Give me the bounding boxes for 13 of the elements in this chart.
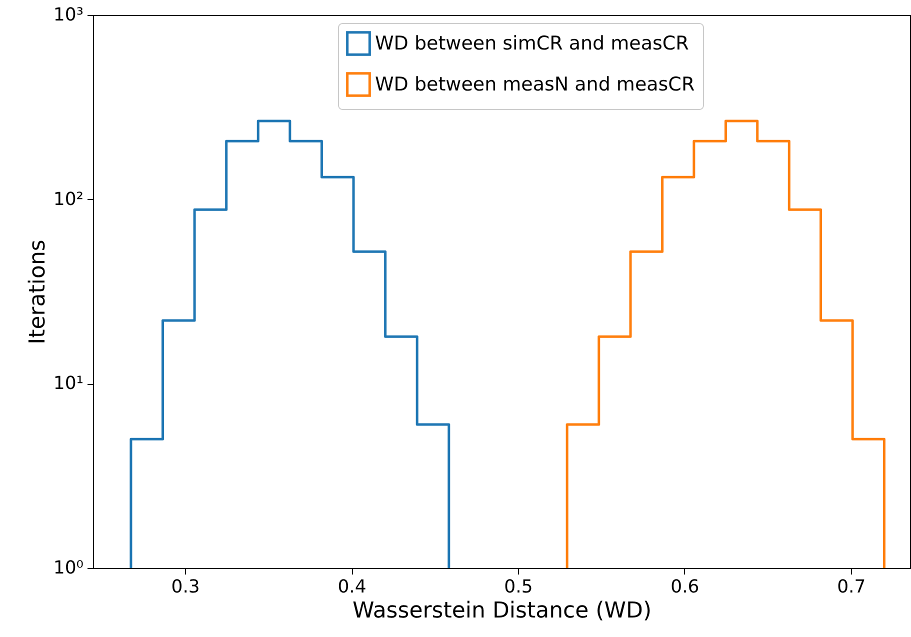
x-tick-label: 0.3 — [171, 576, 200, 598]
x-axis-title: Wasserstein Distance (WD) — [352, 598, 652, 624]
x-tick-label: 0.7 — [837, 576, 866, 598]
y-tick-label: 10³ — [53, 4, 84, 26]
y-axis-title: Iterations — [25, 240, 50, 344]
y-tick-label: 10⁰ — [53, 558, 84, 578]
legend-label: WD between simCR and measCR — [375, 32, 689, 54]
x-tick-label: 0.5 — [504, 576, 533, 598]
x-tick-label: 0.4 — [338, 576, 366, 598]
legend-label: WD between measN and measCR — [375, 74, 695, 96]
x-tick-label: 0.6 — [670, 576, 700, 598]
y-tick-label: 10² — [53, 188, 84, 210]
y-tick-label: 10¹ — [53, 373, 84, 394]
